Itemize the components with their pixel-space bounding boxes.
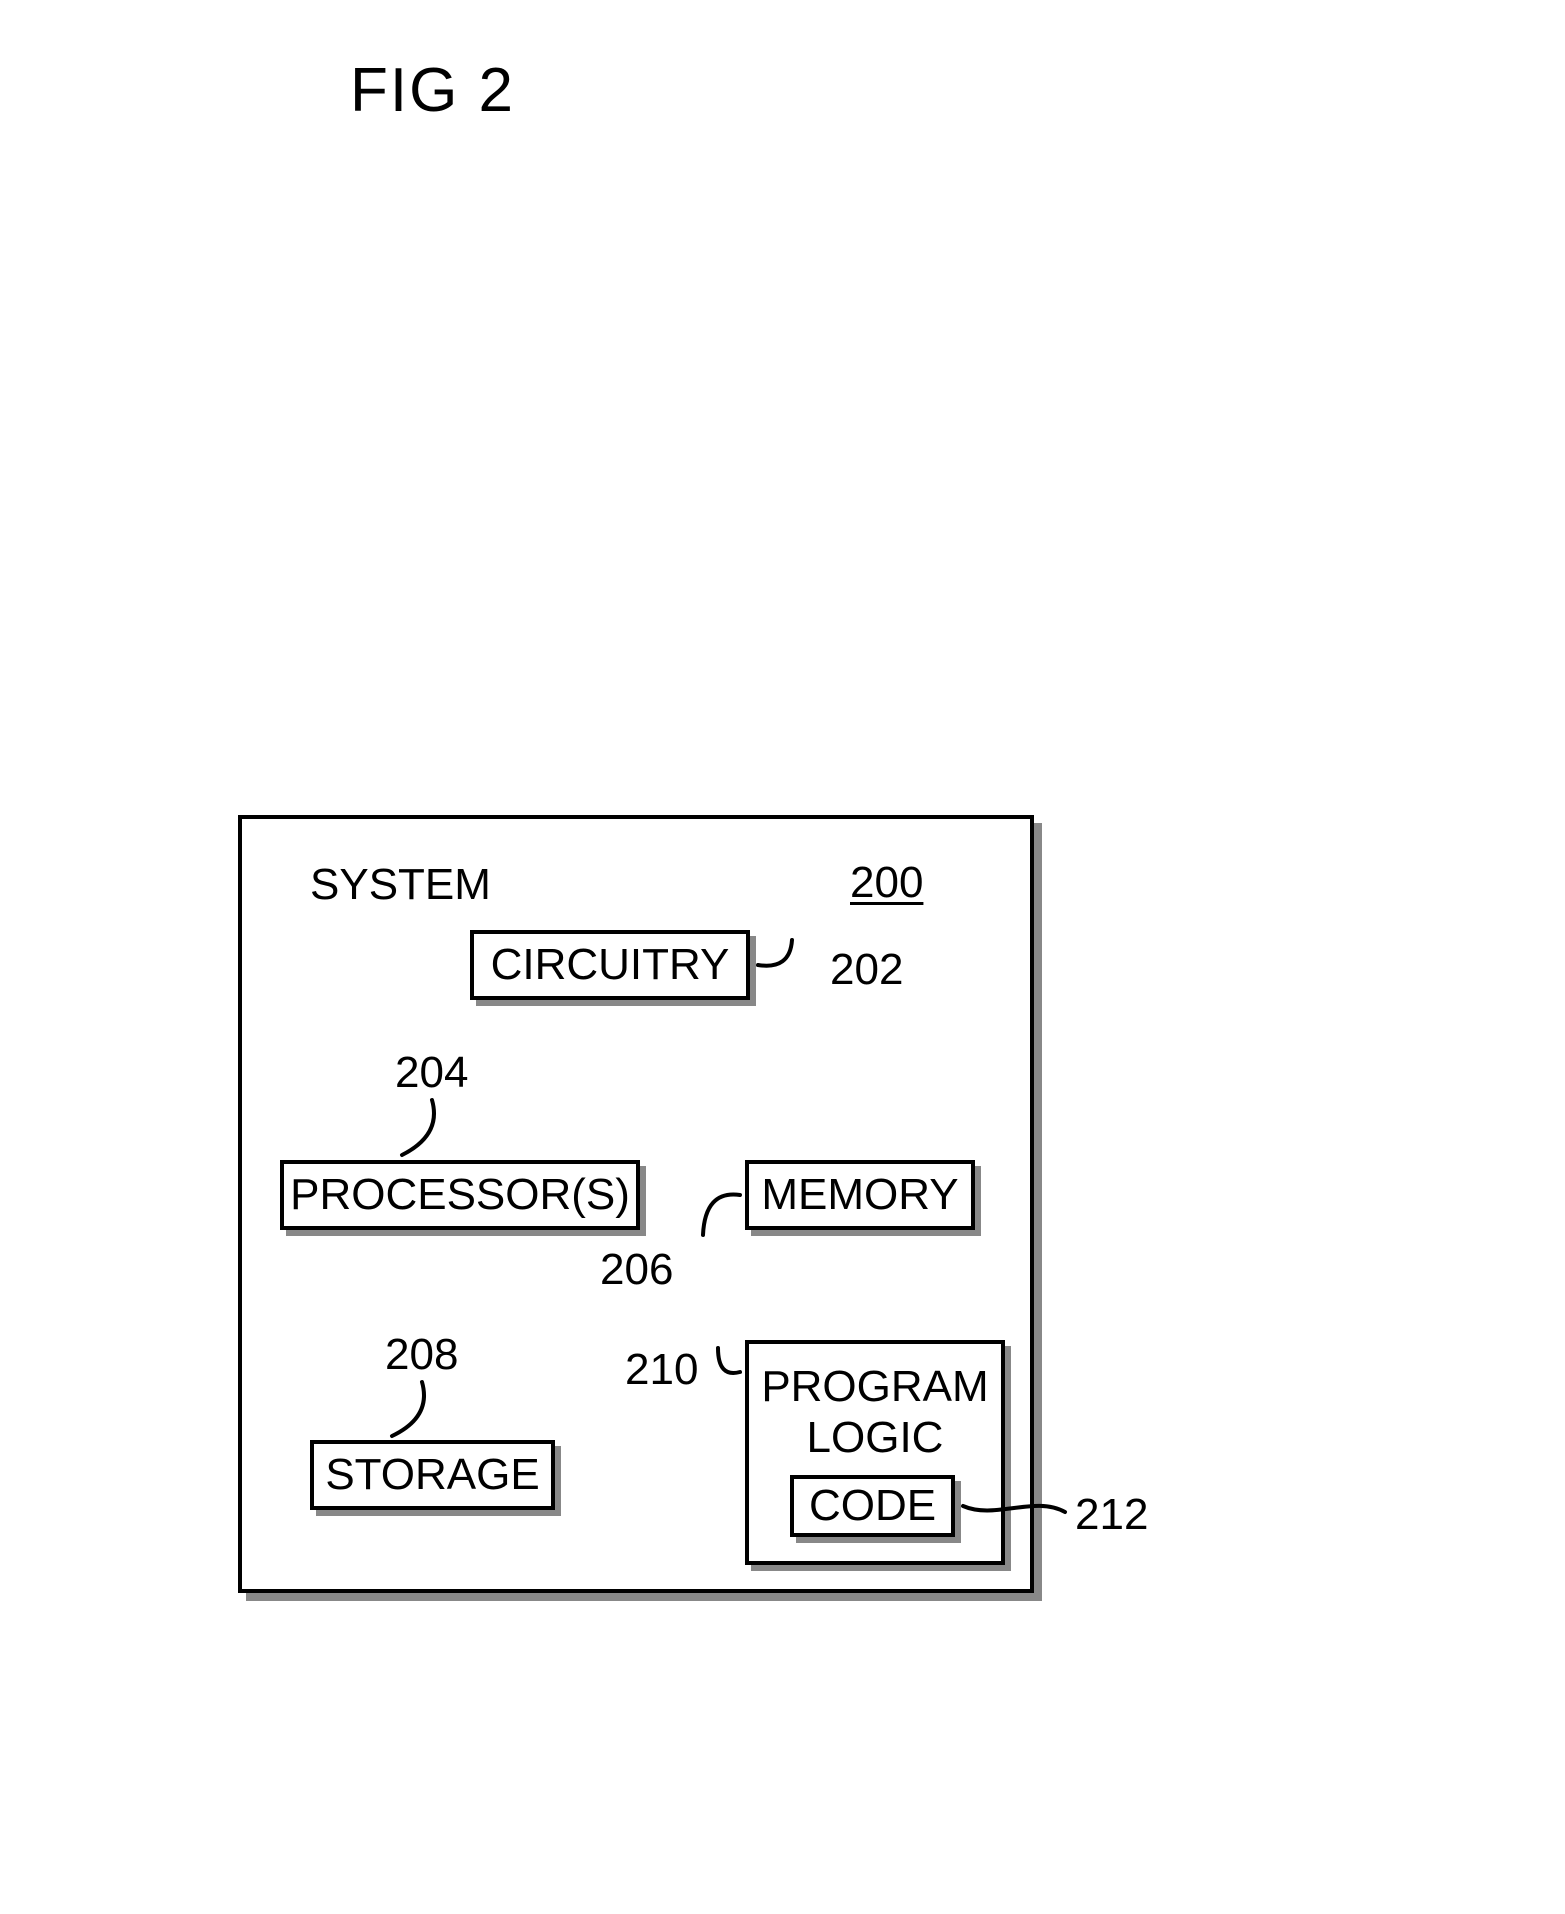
circuitry-node: CIRCUITRY: [470, 930, 750, 1000]
memory-label: MEMORY: [761, 1170, 958, 1221]
circuitry-label: CIRCUITRY: [491, 940, 730, 991]
memory-node: MEMORY: [745, 1160, 975, 1230]
figure-title: FIG 2: [350, 55, 515, 126]
storage-node: STORAGE: [310, 1440, 555, 1510]
processors-ref: 204: [395, 1048, 468, 1098]
memory-ref: 206: [600, 1245, 673, 1295]
code-node: CODE: [790, 1475, 955, 1537]
storage-label: STORAGE: [325, 1450, 539, 1501]
system-ref: 200: [850, 858, 923, 908]
program-logic-ref: 210: [625, 1345, 698, 1395]
program-logic-label: PROGRAM LOGIC: [761, 1362, 988, 1463]
diagram-canvas: FIG 2 SYSTEM 200 CIRCUITRY 202 PROCESSOR…: [0, 0, 1565, 1914]
processors-label: PROCESSOR(S): [290, 1170, 630, 1221]
system-label: SYSTEM: [310, 860, 491, 910]
storage-ref: 208: [385, 1330, 458, 1380]
circuitry-ref: 202: [830, 945, 903, 995]
processors-node: PROCESSOR(S): [280, 1160, 640, 1230]
code-label: CODE: [809, 1481, 936, 1532]
code-ref: 212: [1075, 1490, 1148, 1540]
